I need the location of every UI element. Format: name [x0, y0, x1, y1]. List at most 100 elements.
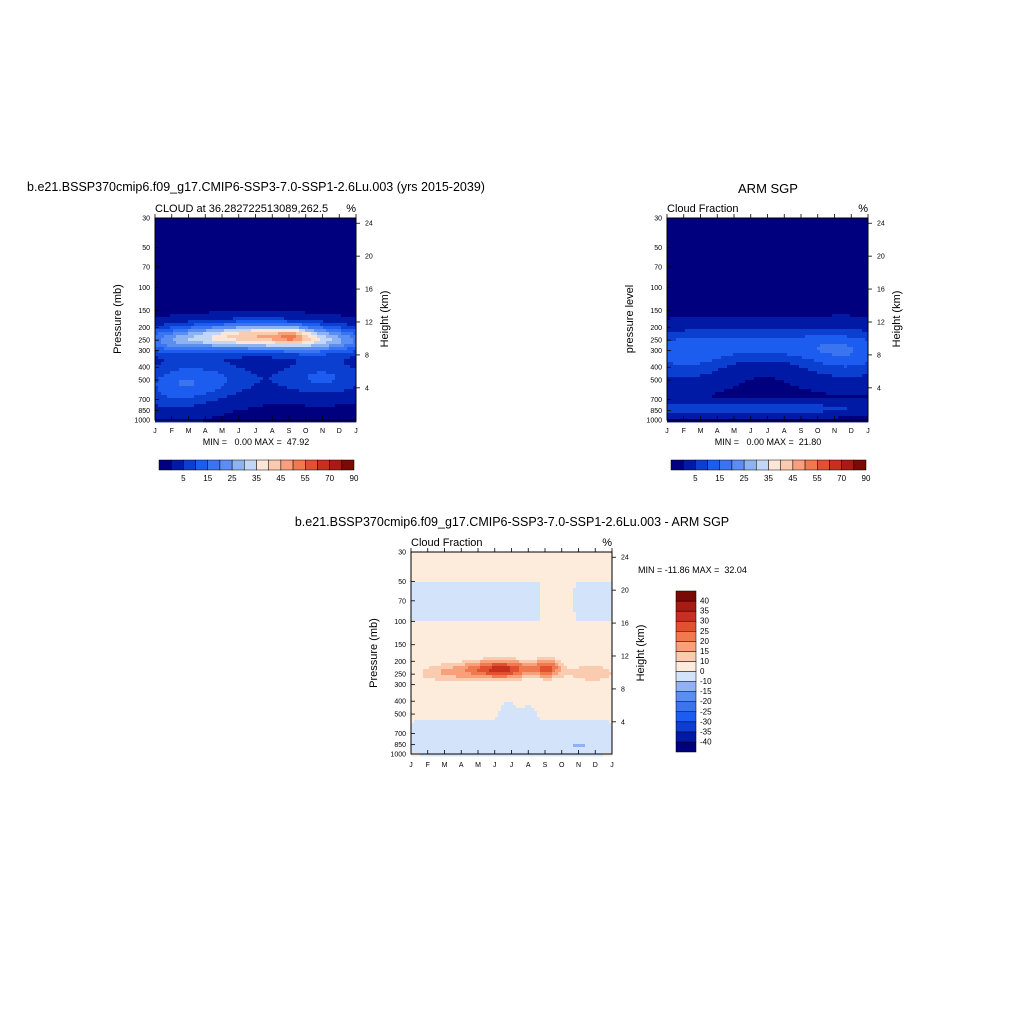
contour-cell — [350, 281, 354, 285]
contour-cell — [314, 251, 318, 255]
contour-cell — [326, 227, 330, 231]
contour-cell — [305, 356, 309, 360]
contour-cell — [233, 356, 237, 360]
contour-cell — [293, 407, 297, 411]
contour-cell — [185, 350, 189, 354]
contour-cell — [350, 353, 354, 357]
contour-cell — [793, 218, 797, 222]
contour-cell — [179, 359, 183, 363]
contour-cell — [272, 287, 276, 291]
contour-cell — [212, 221, 216, 225]
contour-cell — [185, 407, 189, 411]
contour-cell — [709, 218, 713, 222]
contour-cell — [329, 416, 333, 420]
contour-cell — [203, 263, 207, 267]
contour-cell — [254, 317, 258, 321]
contour-cell — [182, 239, 186, 243]
contour-cell — [275, 383, 279, 387]
contour-cell — [221, 305, 225, 309]
contour-cell — [155, 290, 159, 294]
contour-cell — [332, 356, 336, 360]
contour-cell — [332, 347, 336, 351]
contour-cell — [161, 407, 165, 411]
contour-cell — [335, 230, 339, 234]
contour-cell — [305, 290, 309, 294]
contour-cell — [281, 368, 285, 372]
contour-cell — [236, 275, 240, 279]
contour-cell — [733, 230, 737, 234]
contour-cell — [176, 380, 180, 384]
contour-cell — [209, 230, 213, 234]
contour-cell — [200, 329, 204, 333]
contour-cell — [209, 281, 213, 285]
contour-cell — [272, 314, 276, 318]
contour-cell — [841, 224, 845, 228]
contour-cell — [188, 413, 192, 417]
contour-cell — [347, 356, 351, 360]
contour-cell — [260, 224, 264, 228]
contour-cell — [218, 335, 222, 339]
contour-cell — [179, 320, 183, 324]
contour-cell — [161, 227, 165, 231]
contour-cell — [239, 383, 243, 387]
contour-cell — [260, 332, 264, 336]
contour-cell — [188, 347, 192, 351]
contour-cell — [308, 242, 312, 246]
contour-cell — [296, 281, 300, 285]
contour-cell — [667, 230, 671, 234]
contour-cell — [341, 389, 345, 393]
contour-cell — [254, 365, 258, 369]
contour-cell — [266, 284, 270, 288]
contour-cell — [236, 320, 240, 324]
contour-cell — [296, 365, 300, 369]
contour-cell — [251, 317, 255, 321]
contour-cell — [329, 377, 333, 381]
contour-cell — [718, 224, 722, 228]
contour-cell — [257, 320, 261, 324]
contour-cell — [269, 296, 273, 300]
contour-cell — [221, 242, 225, 246]
contour-cell — [212, 359, 216, 363]
contour-cell — [323, 278, 327, 282]
contour-cell — [218, 362, 222, 366]
contour-cell — [221, 317, 225, 321]
contour-cell — [194, 419, 198, 423]
contour-cell — [350, 362, 354, 366]
contour-cell — [224, 335, 228, 339]
contour-cell — [287, 296, 291, 300]
contour-cell — [179, 413, 183, 417]
contour-cell — [317, 356, 321, 360]
contour-cell — [233, 284, 237, 288]
contour-cell — [170, 365, 174, 369]
contour-cell — [266, 359, 270, 363]
contour-cell — [308, 365, 312, 369]
contour-cell — [733, 224, 737, 228]
contour-cell — [230, 290, 234, 294]
contour-cell — [236, 272, 240, 276]
contour-cell — [296, 374, 300, 378]
contour-cell — [203, 350, 207, 354]
contour-cell — [763, 221, 767, 225]
contour-cell — [242, 323, 246, 327]
contour-cell — [329, 341, 333, 345]
contour-cell — [209, 302, 213, 306]
contour-cell — [200, 335, 204, 339]
contour-cell — [353, 287, 357, 291]
contour-cell — [236, 368, 240, 372]
contour-cell — [299, 284, 303, 288]
contour-cell — [239, 233, 243, 237]
contour-cell — [170, 386, 174, 390]
contour-cell — [236, 347, 240, 351]
contour-cell — [341, 386, 345, 390]
contour-cell — [679, 221, 683, 225]
contour-cell — [188, 419, 192, 423]
contour-cell — [176, 284, 180, 288]
contour-cell — [257, 386, 261, 390]
contour-cell — [266, 302, 270, 306]
y-tick-label: 700 — [138, 397, 150, 404]
contour-cell — [209, 368, 213, 372]
contour-cell — [248, 281, 252, 285]
contour-cell — [158, 317, 162, 321]
contour-cell — [281, 350, 285, 354]
contour-cell — [287, 410, 291, 414]
